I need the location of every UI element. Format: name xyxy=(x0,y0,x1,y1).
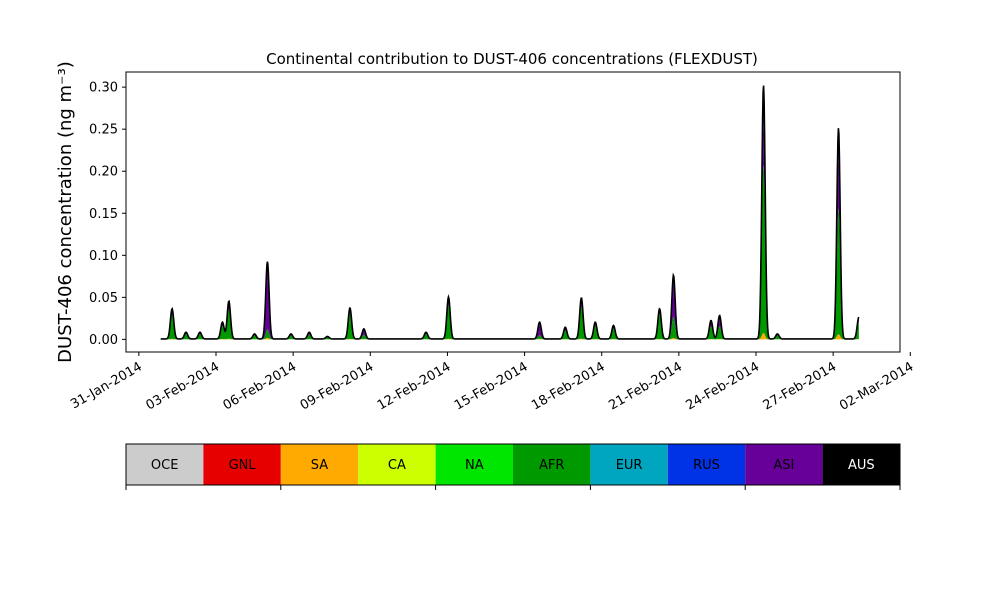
legend-swatch-na xyxy=(435,444,513,485)
x-tick-label: 02-Mar-2014 xyxy=(837,359,916,413)
legend-swatch-eur xyxy=(590,444,668,485)
x-tick-label: 06-Feb-2014 xyxy=(221,359,300,413)
legend-label-oce: OCE xyxy=(151,458,179,473)
y-tick-label: 0.00 xyxy=(89,333,118,348)
x-tick-label: 18-Feb-2014 xyxy=(529,359,608,413)
legend-swatch-sa xyxy=(280,444,359,485)
chart-title: Continental contribution to DUST-406 con… xyxy=(266,50,758,68)
legend-label-asi: ASI xyxy=(773,458,794,473)
y-tick-label: 0.10 xyxy=(89,249,118,264)
legend: OCE GNL SA CA NA AFR EUR RUS ASI AUS xyxy=(125,443,901,490)
y-axis: 0.00 0.05 0.10 0.15 0.20 0.25 0.30 xyxy=(89,81,126,348)
legend-frame xyxy=(125,443,901,486)
legend-swatch-rus xyxy=(667,444,746,485)
plot-frame xyxy=(125,71,901,353)
x-tick-label: 24-Feb-2014 xyxy=(683,359,762,413)
x-tick-label: 03-Feb-2014 xyxy=(143,359,222,413)
x-tick-label: 09-Feb-2014 xyxy=(298,359,377,413)
y-tick-label: 0.05 xyxy=(89,291,118,306)
legend-label-na: NA xyxy=(465,458,484,473)
legend-swatch-gnl xyxy=(203,444,281,485)
legend-label-gnl: GNL xyxy=(229,458,257,473)
x-tick-label: 15-Feb-2014 xyxy=(452,359,531,413)
x-axis: 31-Jan-201403-Feb-201406-Feb-201409-Feb-… xyxy=(68,352,916,414)
y-axis-label: DUST-406 concentration (ng m⁻³) xyxy=(55,61,76,363)
y-tick-label: 0.25 xyxy=(89,123,118,138)
legend-label-aus: AUS xyxy=(848,458,875,473)
x-tick-label: 31-Jan-2014 xyxy=(68,359,145,412)
legend-label-ca: CA xyxy=(388,458,406,473)
plot-area xyxy=(125,71,901,353)
series-total-outline xyxy=(160,85,860,340)
legend-swatch-oce xyxy=(126,444,204,485)
legend-swatch-asi xyxy=(745,444,823,485)
x-tick-label: 12-Feb-2014 xyxy=(375,359,454,413)
legend-swatch-aus xyxy=(822,444,900,485)
x-tick-label: 21-Feb-2014 xyxy=(606,359,685,413)
y-tick-label: 0.15 xyxy=(89,207,118,222)
legend-label-sa: SA xyxy=(311,458,328,473)
legend-label-rus: RUS xyxy=(693,458,720,473)
y-tick-label: 0.20 xyxy=(89,165,118,180)
legend-label-eur: EUR xyxy=(616,458,643,473)
legend-swatch-ca xyxy=(358,444,436,485)
y-tick-label: 0.30 xyxy=(89,81,118,96)
legend-swatch-afr xyxy=(513,444,591,485)
legend-label-afr: AFR xyxy=(539,458,564,473)
x-tick-label: 27-Feb-2014 xyxy=(761,359,840,413)
